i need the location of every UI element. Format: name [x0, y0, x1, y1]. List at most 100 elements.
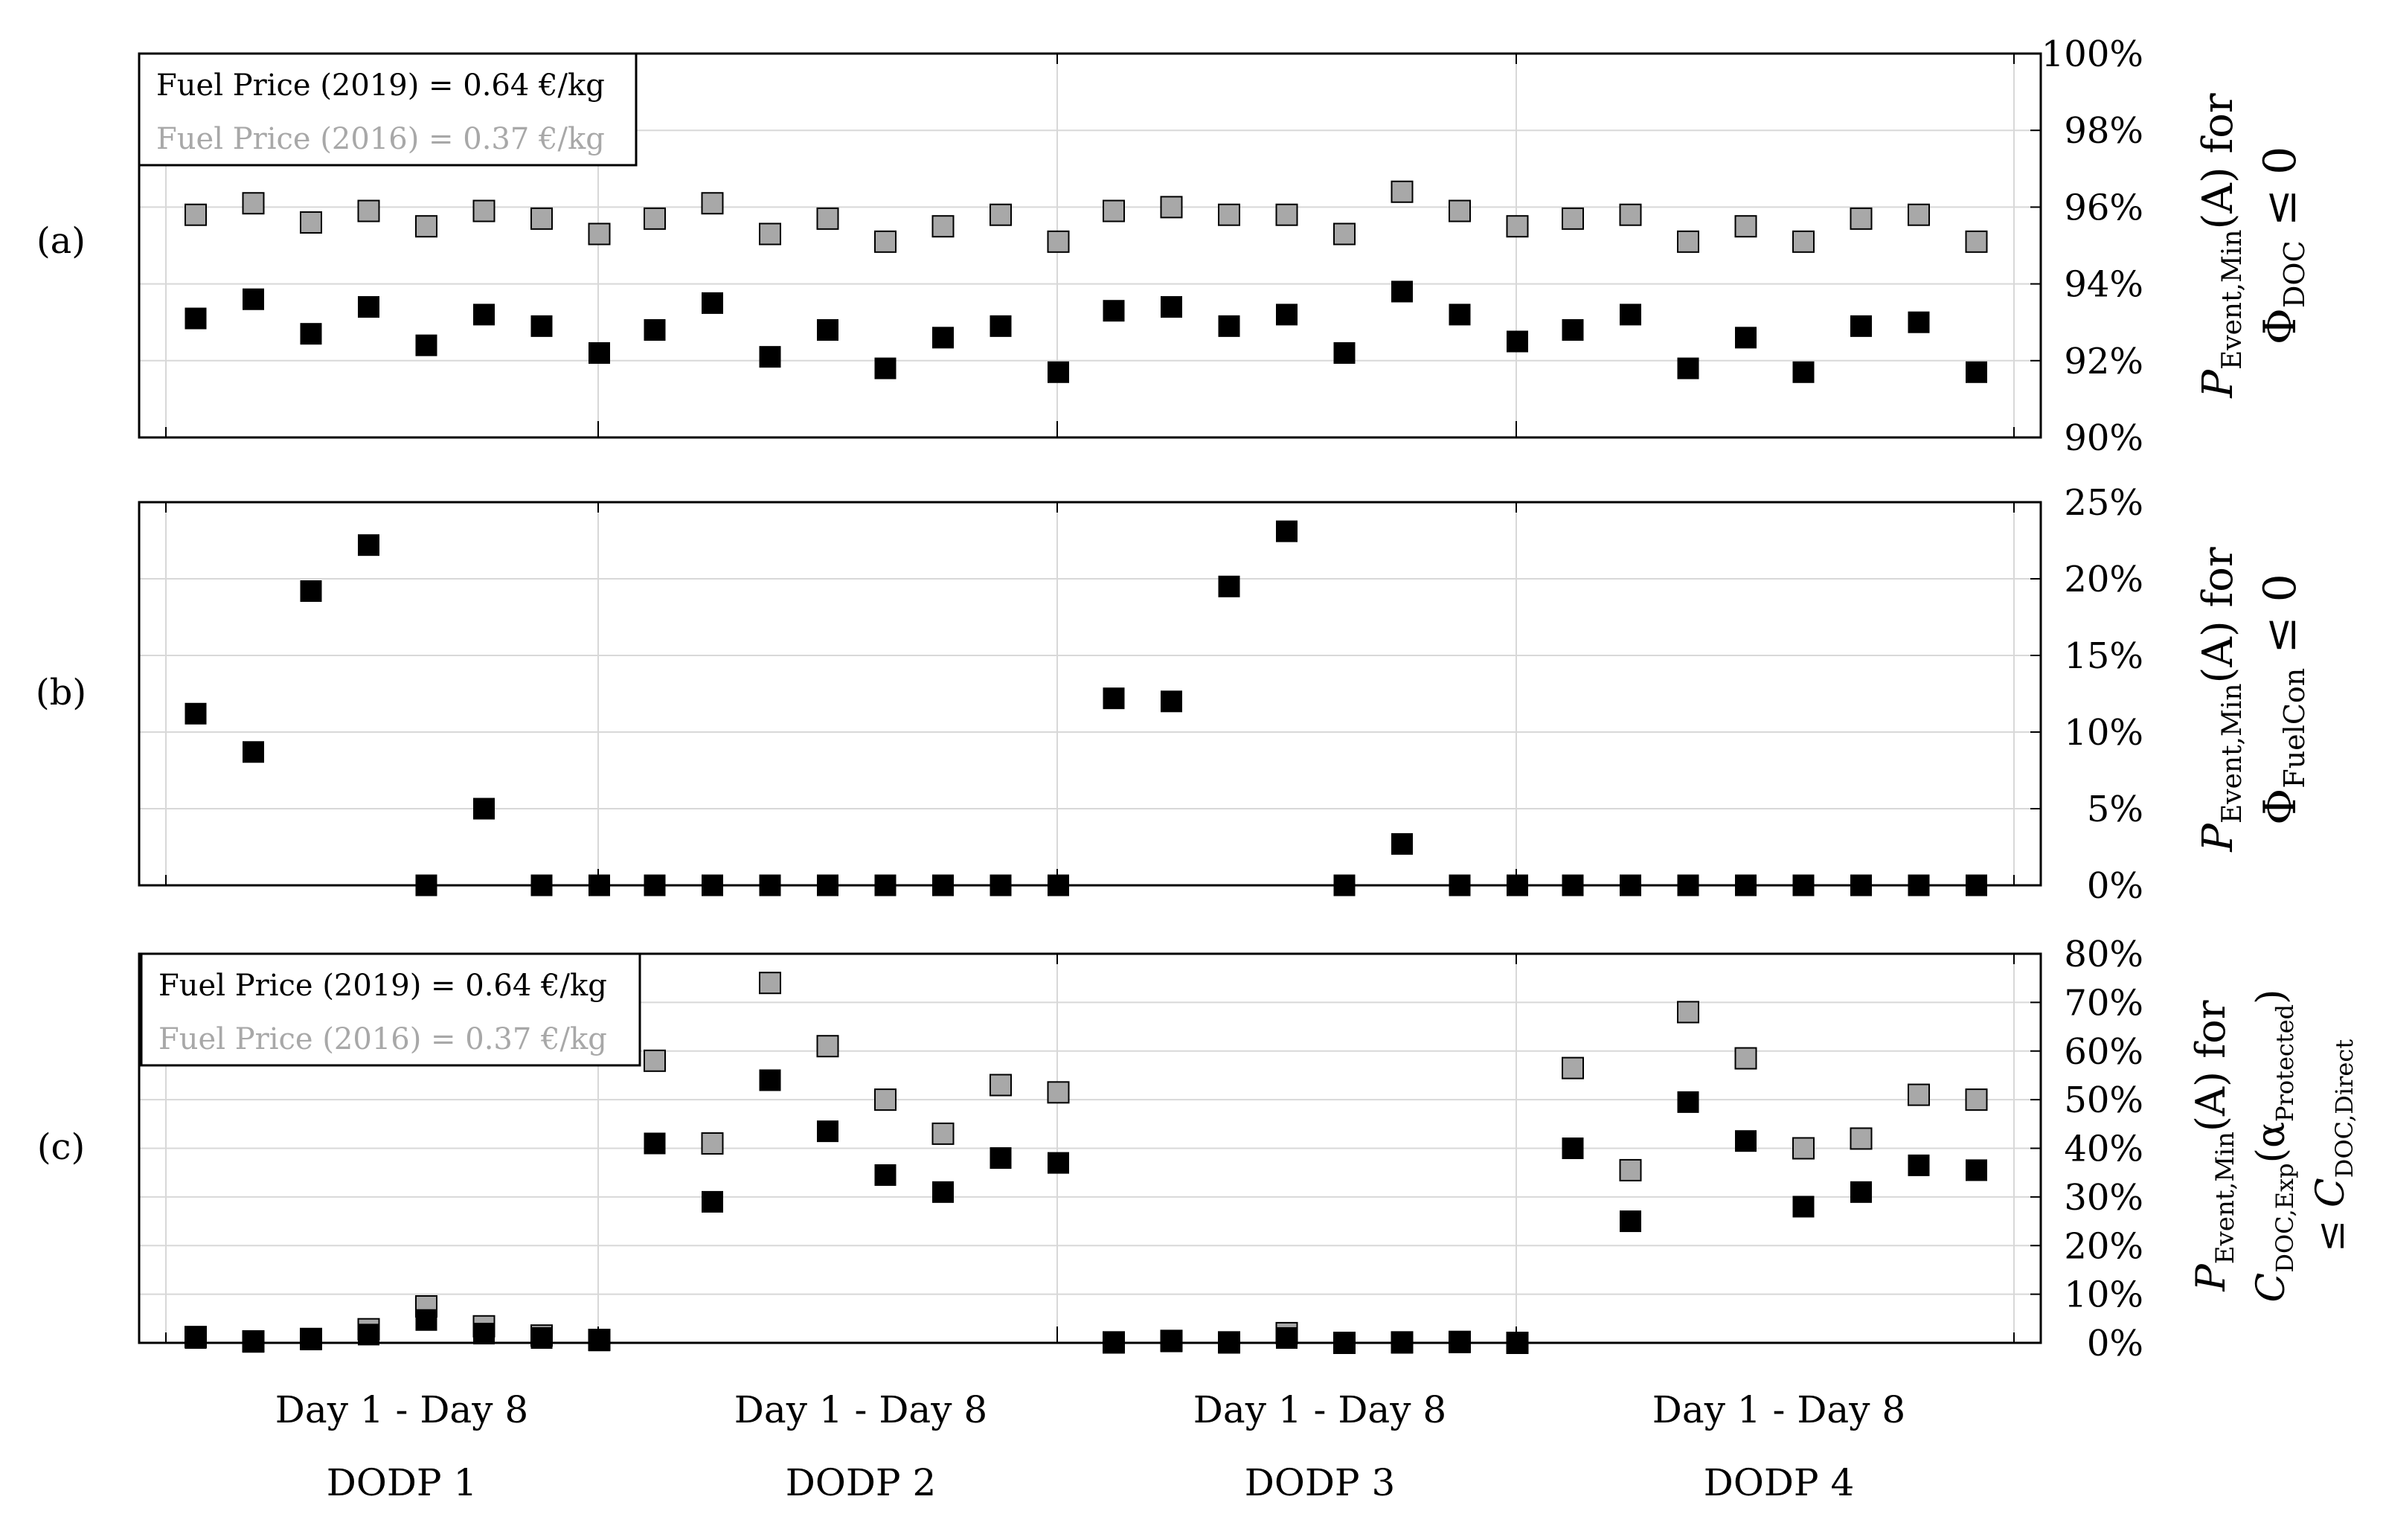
y-tick-label: 94% [2064, 264, 2143, 306]
point-series-2019-1 [990, 315, 1012, 337]
point-series-2019-1 [874, 357, 897, 379]
y-tick-label: 40% [2064, 1129, 2143, 1170]
point-series-2019-2 [1966, 874, 1987, 896]
point-series-2016-3 [1965, 1088, 1988, 1111]
point-series-2016-3 [1619, 1158, 1642, 1181]
point-series-2019-3 [1507, 1332, 1528, 1354]
panel-1-frame [138, 52, 2042, 439]
point-series-2019-3 [473, 1323, 495, 1345]
point-series-2016-3 [1908, 1083, 1930, 1106]
point-series-2019-1 [588, 341, 610, 364]
point-series-2016-3 [701, 1132, 724, 1155]
point-series-2019-2 [185, 702, 207, 725]
panel-label-a: (a) [36, 220, 86, 262]
point-series-2019-1 [243, 288, 264, 310]
point-series-2016-1 [357, 199, 380, 222]
point-series-2016-1 [990, 203, 1012, 226]
point-series-2019-3 [1677, 1091, 1699, 1113]
point-series-2019-3 [874, 1164, 897, 1186]
point-series-2019-3 [932, 1181, 954, 1203]
point-series-2019-2 [644, 874, 666, 896]
svg-text:PEvent,Min(A) for: PEvent,Min(A) for [2194, 93, 2248, 399]
y-tick-label: 25% [2064, 482, 2143, 524]
point-series-2016-1 [588, 222, 611, 246]
point-series-2019-3 [415, 1309, 437, 1331]
point-series-2019-2 [817, 874, 838, 896]
point-series-2016-1 [472, 199, 495, 222]
point-series-2019-1 [1276, 304, 1298, 326]
point-series-2016-1 [530, 207, 553, 230]
point-series-2019-3 [358, 1324, 379, 1346]
point-series-2016-3 [644, 1049, 666, 1072]
point-series-2019-3 [990, 1147, 1012, 1170]
panel-label-b: (b) [36, 672, 86, 713]
point-series-2016-1 [1218, 203, 1240, 226]
point-series-2019-3 [1792, 1196, 1815, 1218]
point-series-2019-1 [817, 319, 838, 341]
point-series-2016-1 [1965, 230, 1988, 253]
point-series-2016-1 [1850, 207, 1873, 230]
panel-2-frame [138, 501, 2042, 887]
point-series-2016-1 [644, 207, 666, 230]
point-series-2019-1 [1908, 311, 1930, 333]
point-series-2019-2 [358, 534, 379, 556]
point-series-2019-2 [473, 798, 495, 820]
point-series-2019-2 [1562, 874, 1584, 896]
point-series-2019-1 [300, 323, 322, 345]
y-tick-label: 60% [2064, 1031, 2143, 1073]
point-series-2019-1 [1735, 327, 1757, 349]
panel-label-c: (c) [37, 1126, 85, 1168]
y-tick-label: 50% [2064, 1079, 2143, 1121]
point-series-2019-2 [1391, 832, 1413, 855]
point-series-2019-1 [1562, 319, 1584, 341]
ylabel-b: PEvent,Min(A) for [2194, 547, 2248, 853]
y-tick-label: 0% [2087, 865, 2143, 907]
x-range-label-4: Day 1 - Day 8 [1652, 1388, 1905, 1431]
point-series-2019-3 [1103, 1332, 1125, 1354]
point-series-2019-1 [1966, 361, 1987, 383]
x-range-label-3: Day 1 - Day 8 [1193, 1388, 1446, 1431]
point-series-2016-1 [415, 215, 437, 238]
point-series-2019-3 [1048, 1152, 1069, 1174]
point-series-2019-1 [702, 292, 723, 314]
y-tick-label: 90% [2064, 417, 2143, 459]
svg-text:ΦDOC ≤ 0: ΦDOC ≤ 0 [2254, 147, 2311, 345]
point-series-2016-1 [1333, 222, 1356, 246]
point-series-2019-2 [1850, 874, 1872, 896]
panel-2-grid [138, 501, 2042, 887]
point-series-2019-2 [932, 874, 954, 896]
point-series-2016-3 [990, 1074, 1012, 1097]
point-series-2019-2 [588, 874, 610, 896]
y-tick-label: 5% [2087, 789, 2143, 830]
point-series-2019-3 [530, 1326, 553, 1349]
point-series-2019-1 [644, 319, 666, 341]
point-series-2019-2 [990, 874, 1012, 896]
point-series-2019-2 [1103, 687, 1125, 710]
point-series-2019-1 [530, 315, 553, 337]
point-series-2016-3 [1562, 1056, 1584, 1079]
point-series-2019-2 [415, 874, 437, 896]
point-series-2019-3 [1276, 1326, 1298, 1349]
point-series-2016-1 [931, 215, 955, 238]
point-series-2016-1 [701, 192, 724, 215]
point-series-2016-1 [1734, 215, 1757, 238]
y-tick-label: 98% [2064, 110, 2143, 152]
point-series-2019-2 [1161, 690, 1182, 713]
point-series-2016-1 [1677, 230, 1699, 253]
y-tick-label: 96% [2064, 187, 2143, 228]
point-series-2019-3 [1908, 1154, 1930, 1176]
point-series-2019-2 [1677, 874, 1699, 896]
ylabel-a: PEvent,Min(A) for [2194, 93, 2248, 399]
point-series-2016-3 [874, 1088, 897, 1111]
legend-c: Fuel Price (2019) = 0.64 €/kg Fuel Price… [140, 952, 641, 1067]
point-series-2019-3 [644, 1132, 666, 1155]
point-series-2019-2 [702, 874, 723, 896]
y-tick-label: 15% [2064, 635, 2143, 677]
ylabel-c: PEvent,Min(A) for [2187, 1000, 2240, 1292]
ylabel-c-line3: ≤ CDOC,Direct [2309, 1039, 2358, 1252]
x-range-label-1: Day 1 - Day 8 [275, 1388, 528, 1431]
point-series-2016-1 [759, 222, 781, 246]
point-series-2019-3 [300, 1328, 322, 1350]
